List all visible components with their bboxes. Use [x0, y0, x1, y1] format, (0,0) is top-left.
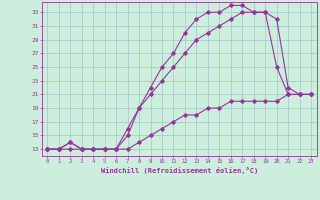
X-axis label: Windchill (Refroidissement éolien,°C): Windchill (Refroidissement éolien,°C): [100, 167, 258, 174]
